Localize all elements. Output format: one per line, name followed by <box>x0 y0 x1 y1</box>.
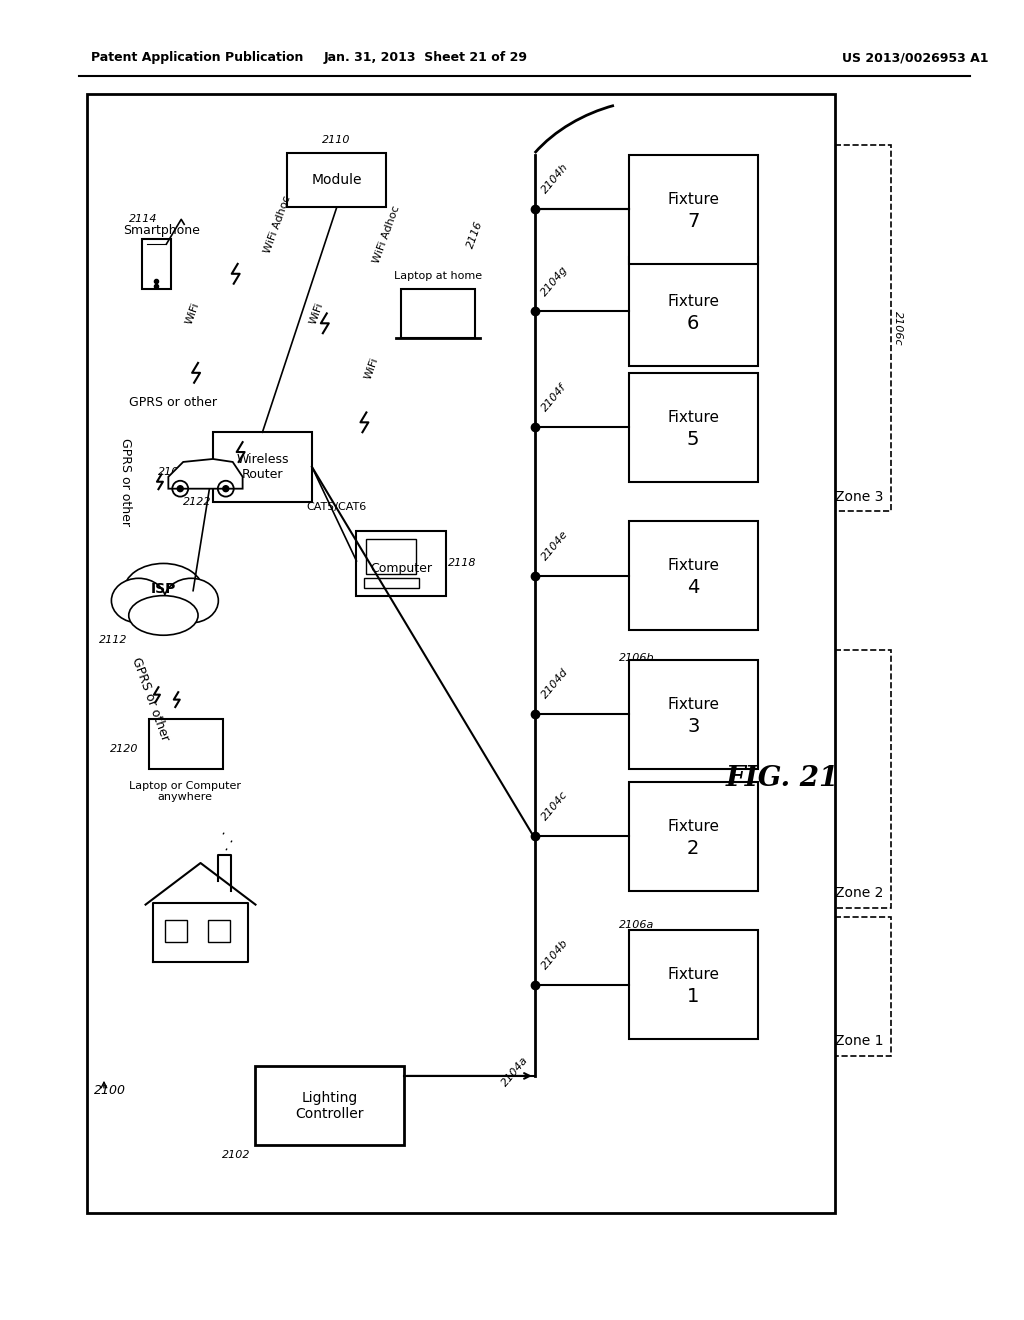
Text: 2118: 2118 <box>447 558 476 569</box>
Bar <box>629 660 758 770</box>
Text: 2104f: 2104f <box>540 383 568 413</box>
Text: 2104c: 2104c <box>540 789 569 822</box>
Polygon shape <box>168 459 243 488</box>
Text: 2104a: 2104a <box>500 1055 529 1088</box>
Text: WiFi: WiFi <box>308 301 326 326</box>
Text: 2104b: 2104b <box>540 937 570 972</box>
Text: 1: 1 <box>687 987 699 1006</box>
Text: Module: Module <box>311 173 361 187</box>
Text: 2122: 2122 <box>183 496 212 507</box>
Text: Fixture: Fixture <box>668 818 719 834</box>
Text: 2104g: 2104g <box>540 264 570 297</box>
Text: 2106a: 2106a <box>618 920 654 931</box>
Bar <box>165 920 187 942</box>
Bar <box>141 239 171 289</box>
Text: GPRS or other: GPRS or other <box>129 656 171 743</box>
Text: 2108: 2108 <box>159 467 187 477</box>
Text: 3: 3 <box>687 717 699 735</box>
Text: GPRS or other: GPRS or other <box>129 396 217 409</box>
Text: 2116: 2116 <box>466 219 485 249</box>
Ellipse shape <box>164 578 218 623</box>
Text: WiFi Adhoc: WiFi Adhoc <box>371 205 401 264</box>
Text: Wireless
Router: Wireless Router <box>237 453 289 480</box>
Bar <box>87 94 835 1213</box>
Text: 2120: 2120 <box>111 744 138 754</box>
Text: Laptop at home: Laptop at home <box>393 271 481 281</box>
Bar <box>208 920 229 942</box>
Text: 2100: 2100 <box>94 1084 126 1097</box>
Ellipse shape <box>129 595 198 635</box>
Text: 2106c: 2106c <box>893 312 903 346</box>
Text: 6: 6 <box>687 314 699 333</box>
Circle shape <box>223 486 228 491</box>
Bar <box>148 719 223 770</box>
Text: WiFi: WiFi <box>184 301 202 326</box>
Bar <box>614 917 891 1056</box>
Text: Fixture: Fixture <box>668 558 719 573</box>
Text: Patent Application Publication: Patent Application Publication <box>91 51 303 65</box>
Text: Jan. 31, 2013  Sheet 21 of 29: Jan. 31, 2013 Sheet 21 of 29 <box>324 51 527 65</box>
Text: 2114: 2114 <box>129 214 158 224</box>
Text: ISP: ISP <box>151 582 176 595</box>
Text: 4: 4 <box>687 578 699 597</box>
Text: Lighting
Controller: Lighting Controller <box>296 1090 364 1121</box>
Bar <box>629 372 758 482</box>
Bar <box>356 531 445 595</box>
Text: WiFi Adhoc: WiFi Adhoc <box>262 194 292 255</box>
Text: Fixture: Fixture <box>668 411 719 425</box>
Text: Zone 3: Zone 3 <box>835 490 884 503</box>
Bar <box>213 432 312 502</box>
Text: Laptop or Computer
anywhere: Laptop or Computer anywhere <box>129 781 242 803</box>
Text: 2104e: 2104e <box>540 528 570 562</box>
Bar <box>365 578 419 587</box>
Text: GPRS or other: GPRS or other <box>119 438 132 525</box>
Bar <box>614 649 891 908</box>
Text: 5: 5 <box>687 430 699 449</box>
Text: CAT5/CAT6: CAT5/CAT6 <box>306 502 367 512</box>
Bar <box>629 257 758 366</box>
Text: 2102: 2102 <box>222 1150 251 1160</box>
Text: Fixture: Fixture <box>668 697 719 711</box>
Text: Smartphone: Smartphone <box>123 224 200 238</box>
Text: 7: 7 <box>687 211 699 231</box>
Text: Zone 1: Zone 1 <box>835 1034 884 1048</box>
Text: Zone 2: Zone 2 <box>835 886 884 900</box>
Ellipse shape <box>124 564 203 618</box>
Bar <box>256 1067 404 1146</box>
Bar <box>629 931 758 1039</box>
Text: 2: 2 <box>687 838 699 858</box>
Bar <box>367 539 416 574</box>
Bar <box>629 521 758 630</box>
Text: US 2013/0026953 A1: US 2013/0026953 A1 <box>842 51 988 65</box>
Bar <box>287 153 386 207</box>
Text: 2104h: 2104h <box>540 162 570 195</box>
Text: 2112: 2112 <box>99 635 128 645</box>
Text: Computer: Computer <box>370 562 432 576</box>
Text: 2106b: 2106b <box>618 653 654 663</box>
Text: Fixture: Fixture <box>668 294 719 309</box>
Text: Fixture: Fixture <box>668 191 719 207</box>
Text: FIG. 21: FIG. 21 <box>726 766 839 792</box>
Ellipse shape <box>112 578 166 623</box>
Bar <box>629 154 758 264</box>
Text: Fixture: Fixture <box>668 968 719 982</box>
Text: 2104d: 2104d <box>540 667 570 701</box>
Bar <box>614 145 891 511</box>
Bar <box>629 781 758 891</box>
Text: 2110: 2110 <box>323 135 351 145</box>
Text: WiFi: WiFi <box>362 355 380 380</box>
Bar <box>401 289 475 338</box>
Circle shape <box>177 486 183 491</box>
